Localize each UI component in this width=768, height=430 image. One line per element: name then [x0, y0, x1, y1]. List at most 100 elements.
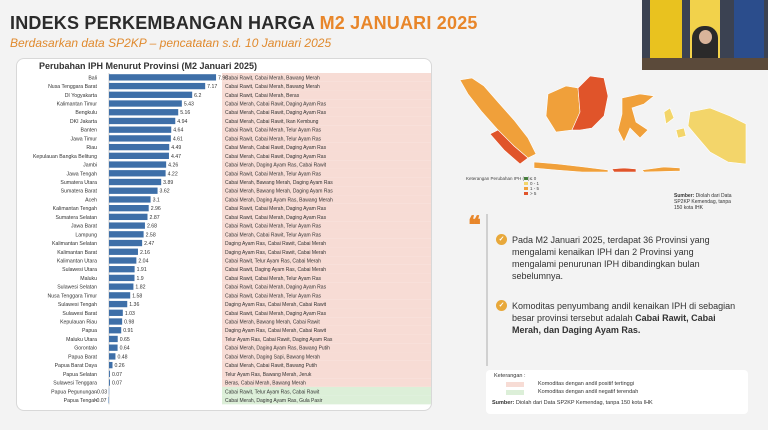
category-label: Aceh [85, 197, 97, 203]
bar [109, 100, 182, 107]
data-label: 5.16 [180, 110, 190, 116]
category-label: Nusa Tenggara Timur [48, 293, 98, 299]
commodity-row-bg [222, 291, 431, 300]
data-label: 5.43 [184, 102, 194, 108]
quote-icon: ❝ [468, 212, 481, 239]
bar [109, 266, 135, 273]
category-label: Banten [81, 128, 98, 134]
commodity-label: Cabai Merah, Bawang Merah, Daging Ayam R… [225, 189, 333, 195]
commodity-row-bg [222, 378, 431, 387]
commodity-row-bg [222, 317, 431, 326]
commodity-label: Cabai Rawit, Cabai Merah, Beras [225, 93, 300, 99]
bar [109, 335, 118, 343]
bar [109, 135, 171, 142]
commodity-label: Cabai Merah, Cabai Rawit, Daging Ayam Ra… [225, 102, 327, 108]
commodity-row-bg [222, 160, 431, 169]
commodity-row-bg [222, 177, 431, 187]
category-label: Kalimantan Barat [57, 250, 97, 256]
commodity-label: Cabai Merah, Bawang Merah, Cabai Rawit [225, 320, 320, 326]
commodity-label: Cabai Rawit, Telur Ayam Ras, Cabai Rawit [225, 389, 320, 395]
commodity-label: Cabai Merah, Cabai Rawit, Daging Ayam Ra… [225, 110, 327, 116]
category-label: Papua Barat Daya [55, 363, 98, 369]
commodity-row-bg [222, 90, 431, 100]
bar [108, 388, 110, 395]
category-label: Bali [88, 75, 97, 81]
category-label: Maluku [80, 276, 97, 282]
commodity-row-bg [222, 151, 431, 161]
keterangan-box: Keterangan : Komoditas dengan andil posi… [486, 370, 748, 414]
data-label: 0.98 [124, 320, 134, 326]
map-ntt [641, 166, 681, 172]
bar [109, 109, 179, 116]
data-label: 6.2 [194, 93, 201, 99]
bar [109, 257, 137, 264]
data-label: 2.16 [140, 250, 150, 256]
map-legend-title: Keterangan Perubahan IPH (%): [466, 176, 531, 181]
category-label: Papua [82, 328, 97, 334]
keterangan-item: Komoditas dengan andil positif tertinggi [506, 381, 634, 387]
data-label: 2.58 [146, 232, 156, 238]
commodity-label: Daging Ayam Ras, Cabai Merah, Cabai Rawi… [225, 328, 327, 334]
commodity-row-bg [222, 212, 431, 222]
data-label: 0.64 [120, 346, 130, 352]
bar [109, 126, 172, 133]
commodity-row-bg [222, 282, 431, 291]
category-label: DKI Jakarta [70, 119, 97, 125]
category-label: Kepulauan Riau [60, 320, 97, 326]
bar [109, 283, 134, 290]
data-label: 2.87 [150, 215, 160, 221]
keterangan-swatch-negative [506, 389, 524, 395]
data-label: 0.26 [114, 363, 124, 369]
category-label: Jawa Timur [70, 136, 97, 142]
bar [109, 222, 145, 229]
data-label: 4.26 [168, 163, 178, 169]
data-label: 7.98 [218, 75, 228, 81]
data-label: 0.07 [112, 381, 122, 387]
category-label: Kepulauan Bangka Belitung [33, 154, 97, 160]
data-label: 3.89 [163, 180, 173, 186]
commodity-label: Daging Ayam Ras, Cabai Merah, Cabai Rawi… [225, 302, 327, 308]
data-label: 1.03 [125, 311, 135, 317]
category-label: Kalimantan Tengah [53, 206, 97, 212]
data-label: 3.1 [153, 197, 160, 203]
check-icon: ✓ [496, 300, 507, 311]
commodity-row-bg [222, 325, 431, 335]
keterangan-item: Komoditas dengan andil negatif terendah [506, 389, 638, 395]
commodity-label: Cabai Rawit, Cabai Merah, Telur Ayam Ras [225, 224, 321, 230]
page-subtitle: Berdasarkan data SP2KP – pencatatan s.d.… [10, 36, 332, 50]
commodity-row-bg [222, 256, 431, 265]
data-label: -0.07 [95, 398, 107, 404]
bar [109, 239, 143, 247]
commodity-row-bg [222, 273, 431, 283]
bar [109, 353, 116, 360]
commodity-row-bg [222, 247, 431, 257]
commodity-row-bg [222, 229, 431, 239]
commodity-label: Cabai Rawit, Cabai Merah, Telur Ayam Ras [225, 128, 321, 134]
commodity-label: Cabai Merah, Cabai Rawit, Bawang Putih [225, 363, 317, 369]
data-label: 1.9 [136, 276, 143, 282]
bar [109, 152, 169, 159]
commodity-row-bg [222, 203, 431, 213]
map-legend-swatch [524, 177, 528, 180]
bar [109, 178, 162, 186]
keterangan-title: Keterangan : [494, 373, 526, 379]
commodity-row-bg [222, 107, 431, 117]
data-label: -0.03 [95, 389, 107, 395]
data-label: 4.64 [173, 128, 183, 134]
bar [109, 117, 176, 125]
commodity-label: Cabai Merah, Cabai Rawit, Daging Ayam Ra… [225, 145, 327, 151]
map-sumatra [459, 77, 537, 159]
data-label: 4.94 [177, 119, 187, 125]
category-label: Papua Pegunungan [51, 389, 97, 395]
commodity-row-bg [222, 299, 431, 309]
data-label: 1.91 [137, 267, 147, 273]
commodity-label: Cabai Rawit, Cabai Merah, Telur Ayam Ras [225, 136, 321, 142]
map-java [533, 161, 609, 172]
category-label: Gorontalo [74, 346, 97, 352]
bar [109, 318, 123, 325]
commodity-row-bg [222, 334, 431, 344]
webcam-video [642, 0, 768, 70]
category-label: Sulawesi Tengah [58, 302, 97, 308]
data-label: 2.96 [151, 206, 161, 212]
